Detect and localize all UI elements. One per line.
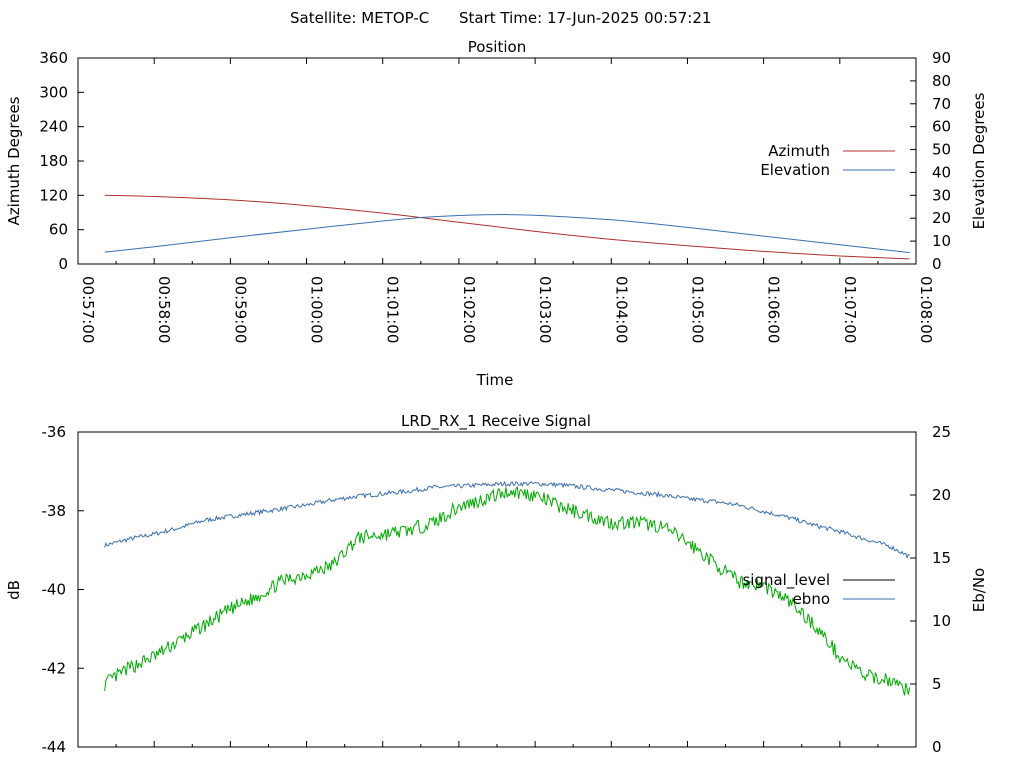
p1-xtick-label: 01:05:00 [688, 276, 706, 343]
p1-ytick-label-right: 40 [932, 163, 951, 181]
p1-ytick-label-right: 60 [932, 118, 951, 136]
p1-xtick-label: 01:00:00 [308, 276, 326, 343]
p1-xtick-label: 01:04:00 [612, 276, 630, 343]
p1-ytick-label-left: 300 [39, 83, 68, 101]
header-satellite: Satellite: METOP-C [290, 9, 429, 27]
p2-ytick-label-right: 20 [932, 486, 951, 504]
signal-legend: signal_level ebno [742, 571, 895, 608]
p2-ytick-label-left: -42 [42, 659, 67, 677]
series-line-azimuth [104, 194, 910, 260]
p1-ytick-label-right: 80 [932, 72, 951, 90]
p1-xtick-label: 00:58:00 [155, 276, 173, 343]
p1-ytick-label-left: 360 [39, 49, 68, 67]
p1-ytick-label-left: 120 [39, 186, 68, 204]
legend-label-ebno: ebno [793, 590, 830, 608]
p2-ytick-label-left: -44 [42, 738, 67, 756]
legend-label-signal-level: signal_level [742, 571, 830, 590]
p1-ytick-label-right: 90 [932, 49, 951, 67]
p1-ytick-label-right: 0 [932, 255, 942, 273]
p1-ytick-label-right: 30 [932, 186, 951, 204]
signal-ylabel-left: dB [5, 580, 23, 600]
position-xlabel: Time [476, 371, 514, 389]
p1-xtick-label: 00:57:00 [79, 276, 97, 343]
p2-ytick-label-right: 15 [932, 549, 951, 567]
p1-xtick-label: 01:01:00 [384, 276, 402, 343]
position-ylabel-left: Azimuth Degrees [5, 96, 23, 225]
position-title: Position [468, 38, 526, 56]
p1-ytick-label-right: 20 [932, 209, 951, 227]
p1-ytick-label-left: 180 [39, 152, 68, 170]
position-plot: Position Azimuth Degrees Elevation Degre… [5, 38, 988, 389]
p1-xtick-label: 01:06:00 [765, 276, 783, 343]
signal-ylabel-right: Eb/No [970, 568, 988, 612]
series-line-ebno [104, 480, 910, 559]
p2-ytick-label-right: 10 [932, 612, 951, 630]
p2-ytick-label-right: 0 [932, 738, 942, 756]
p1-xtick-label: 00:59:00 [231, 276, 249, 343]
series-line-elevation [104, 214, 910, 254]
signal-plot: LRD_RX_1 Receive Signal dB Eb/No -44 -42 -… [5, 412, 988, 756]
position-legend: Azimuth Elevation [760, 142, 895, 179]
p1-ytick-label-right: 70 [932, 95, 951, 113]
p1-ytick-label-left: 240 [39, 118, 68, 136]
p1-ytick-label-right: 50 [932, 141, 951, 159]
position-ylabel-right: Elevation Degrees [970, 92, 988, 229]
p1-xtick-label: 01:02:00 [460, 276, 478, 343]
p1-ytick-label-right: 10 [932, 232, 951, 250]
p1-xtick-label: 01:03:00 [536, 276, 554, 343]
p2-ytick-label-left: -40 [42, 581, 67, 599]
legend-label-elevation: Elevation [760, 161, 830, 179]
p1-ytick-label-left: 0 [58, 255, 68, 273]
p1-xtick-label: 01:08:00 [917, 276, 935, 343]
p1-xtick-label: 01:07:00 [841, 276, 859, 343]
series-line-signal-level [104, 485, 911, 696]
header-start-time: Start Time: 17-Jun-2025 00:57:21 [459, 9, 711, 27]
signal-title: LRD_RX_1 Receive Signal [401, 412, 591, 431]
p2-ytick-label-right: 5 [932, 675, 942, 693]
p2-ytick-label-left: -36 [42, 423, 67, 441]
legend-label-azimuth: Azimuth [768, 142, 830, 160]
p1-ytick-label-left: 60 [49, 221, 68, 239]
p2-ytick-label-left: -38 [42, 502, 67, 520]
p2-ytick-label-right: 25 [932, 423, 951, 441]
signal-frame [77, 431, 917, 748]
